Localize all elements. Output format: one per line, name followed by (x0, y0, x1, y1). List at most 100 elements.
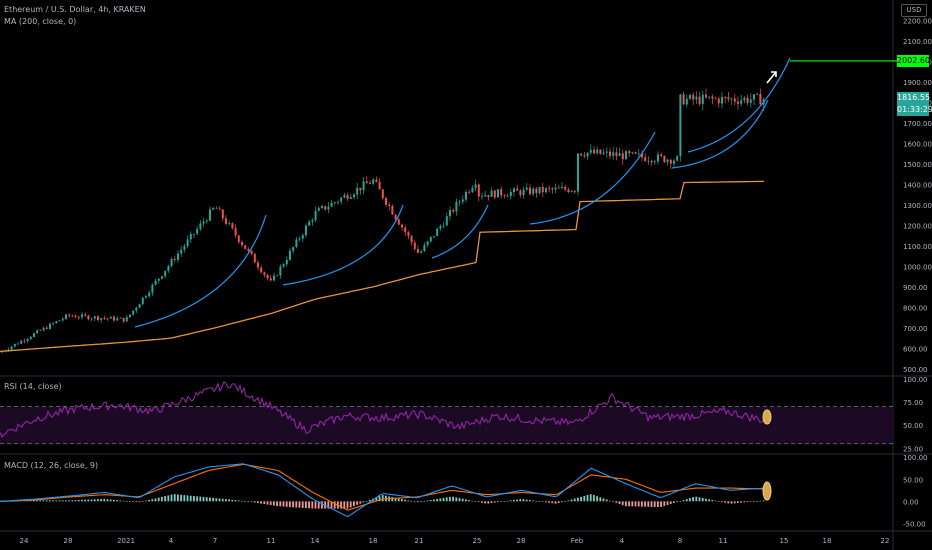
macd-histogram-bar (509, 500, 512, 502)
price-tick-label: 1400.00 (903, 181, 932, 189)
candle (106, 318, 109, 321)
candle (87, 314, 90, 321)
candle (397, 217, 400, 226)
macd-histogram-bar (522, 499, 525, 502)
candle-body (100, 318, 103, 320)
candle-body (199, 223, 202, 229)
candle-body (657, 154, 659, 162)
candle (177, 249, 179, 263)
rsi-indicator-label[interactable]: RSI (14, close) (4, 382, 62, 391)
macd-histogram-bar (653, 501, 656, 507)
candle (753, 94, 755, 106)
candle-body (461, 199, 464, 202)
symbol-title[interactable]: Ethereum / U.S. Dollar, 4h, KRAKEN (4, 5, 146, 14)
candle (583, 151, 586, 159)
candle (615, 147, 618, 161)
macd-histogram-bar (621, 501, 624, 506)
candle (471, 185, 474, 194)
macd-histogram-bar (689, 498, 691, 502)
candle-body (692, 94, 695, 100)
candle-body (666, 159, 669, 163)
macd-histogram-bar (215, 498, 218, 502)
candle-body (74, 316, 77, 318)
candle-body (641, 153, 643, 158)
macd-histogram-bar (423, 501, 426, 502)
candle (404, 225, 407, 237)
macd-histogram-bar (196, 496, 198, 502)
candle (394, 213, 397, 221)
candle (721, 91, 723, 109)
candle-body (413, 242, 416, 250)
candle (161, 275, 163, 280)
candle (631, 151, 634, 155)
candle-body (161, 276, 163, 279)
candle (554, 183, 557, 194)
candle (295, 236, 298, 249)
currency-label[interactable]: USD (901, 4, 927, 17)
macd-histogram-bar (631, 501, 634, 507)
candle-body (157, 278, 160, 281)
candle-body (177, 253, 179, 260)
candle-body (481, 196, 483, 198)
macd-histogram-bar (442, 497, 445, 502)
support-arc (282, 204, 404, 286)
macd-histogram-bar (506, 500, 509, 502)
macd-histogram-bar (676, 501, 678, 503)
candle (452, 208, 455, 214)
moving-average-line (0, 180, 764, 353)
macd-histogram-bar (612, 501, 614, 502)
candle (468, 189, 471, 194)
candle (148, 290, 151, 298)
candle-body (301, 235, 304, 239)
macd-histogram-bar (721, 501, 723, 503)
macd-histogram-bar (557, 501, 560, 504)
candle-body (167, 265, 170, 271)
macd-histogram-bar (52, 500, 54, 502)
macd-histogram-bar (410, 501, 413, 502)
macd-histogram-bar (465, 499, 467, 502)
support-arc (134, 214, 267, 328)
macd-histogram-bar (666, 501, 669, 506)
candle-body (573, 191, 576, 192)
price-tick-label: 600.00 (903, 345, 928, 353)
macd-indicator-label[interactable]: MACD (12, 26, close, 9) (4, 461, 99, 470)
rsi-tick-label: 100.00 (903, 376, 928, 384)
candle-body (125, 317, 128, 322)
candle (657, 151, 659, 165)
candle-body (170, 258, 173, 266)
candle (42, 326, 45, 332)
macd-histogram-bar (545, 501, 547, 503)
candle-body (388, 204, 391, 207)
candle (359, 187, 362, 195)
candle-body (679, 94, 682, 157)
ma-indicator-label[interactable]: MA (200, close, 0) (4, 17, 77, 26)
candle-body (525, 187, 528, 190)
macd-histogram-bar (45, 500, 48, 502)
price-tick-label: 1500.00 (903, 161, 932, 169)
macd-histogram-bar (711, 500, 714, 502)
macd-histogram-bar (420, 501, 422, 502)
macd-histogram-bar (455, 497, 458, 502)
macd-histogram-bar (279, 501, 282, 507)
candle-body (237, 235, 240, 243)
macd-histogram-bar (269, 501, 272, 506)
candle-body (141, 297, 144, 305)
candle (541, 182, 544, 198)
candle (228, 220, 231, 226)
candle (353, 192, 355, 200)
macd-histogram-bar (113, 499, 115, 502)
candle-body (669, 159, 672, 164)
candle (717, 96, 720, 108)
candle (49, 322, 51, 330)
candle-body (362, 181, 365, 191)
macd-histogram-bar (637, 501, 640, 507)
macd-histogram-bar (487, 501, 490, 504)
price-tick-label: 700.00 (903, 325, 928, 333)
candle-body (97, 316, 99, 320)
macd-histogram-bar (378, 496, 381, 502)
candle (637, 148, 640, 159)
candle-body (340, 197, 343, 202)
candle-body (109, 316, 112, 319)
